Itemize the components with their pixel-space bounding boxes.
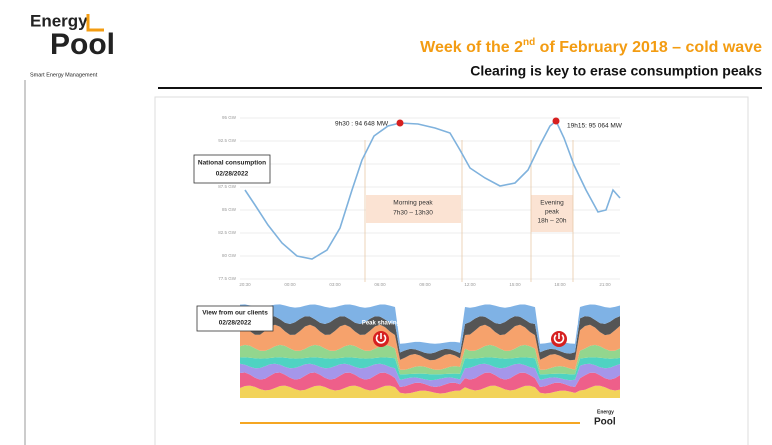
x-axis-label: 06:00	[374, 282, 386, 287]
x-axis-label: 21:00	[599, 282, 611, 287]
y-axis-label: 95 GW	[222, 115, 237, 120]
evening-band	[531, 195, 573, 232]
y-axis-label: 80 GW	[222, 253, 237, 258]
box-label: View from our clients	[202, 310, 268, 317]
area-band	[240, 372, 620, 394]
peak-label: 9h30 : 94 648 MW	[335, 121, 389, 128]
morning-label: 7h30 – 13h30	[393, 210, 433, 217]
x-axis-label: 09:00	[419, 282, 431, 287]
peak-dot	[396, 119, 404, 127]
small-logo-top: Energy	[597, 409, 614, 415]
area-band	[240, 344, 620, 375]
logo-main: Pool	[50, 28, 115, 61]
small-logo-main: Pool	[594, 417, 616, 428]
label-box	[196, 305, 274, 332]
y-axis-label: 85 GW	[222, 207, 237, 212]
x-axis-label: 03:00	[329, 282, 341, 287]
label-box	[193, 154, 271, 184]
box-label: 02/28/2022	[219, 320, 252, 327]
subtitle: Clearing is key to erase consumption pea…	[470, 63, 762, 79]
evening-label: 18h – 20h	[538, 218, 567, 225]
area-band	[240, 363, 620, 387]
x-axis-label: 12:00	[464, 282, 476, 287]
evening-label: peak	[545, 209, 560, 216]
clients-chart: View from our clients 02/28/2022 Peak shav…	[196, 304, 620, 428]
y-axis-label: 87.5 GW	[218, 184, 237, 189]
evening-label: Evening	[540, 200, 564, 207]
morning-band	[366, 195, 461, 223]
peak-dot	[552, 117, 560, 125]
area-band	[240, 304, 620, 354]
y-axis-label: 82.5 GW	[218, 230, 237, 235]
x-axis-label: 00:00	[284, 282, 296, 287]
logo-mark	[86, 14, 104, 32]
area-band	[240, 385, 620, 398]
consumption-line	[244, 119, 621, 260]
peak-label: 19h15: 95 064 MW	[567, 123, 623, 130]
logo-top: Energy	[30, 11, 88, 30]
x-axis-label: 18:00	[554, 282, 566, 287]
morning-label: Morning peak	[393, 200, 433, 207]
x-axis-label: 20:30	[239, 282, 251, 287]
area-band	[240, 316, 620, 361]
power-symbol	[553, 333, 565, 344]
peak-shaving-label: Peak shaving	[540, 321, 579, 327]
y-axis-label: 77.5 GW	[218, 276, 237, 281]
area-band	[240, 324, 620, 370]
box-label: 02/28/2022	[216, 171, 249, 178]
power-symbol	[375, 333, 387, 344]
peak-shaving-label: Peak shaving	[362, 321, 401, 327]
logo-tagline: Smart Energy Management	[30, 72, 98, 78]
area-band	[240, 357, 620, 381]
y-axis-label: 92.5 GW	[218, 138, 237, 143]
title: Week of the 2nd of February 2018 – cold …	[420, 37, 762, 57]
box-label: National consumption	[198, 160, 266, 167]
x-axis-label: 15:00	[509, 282, 521, 287]
